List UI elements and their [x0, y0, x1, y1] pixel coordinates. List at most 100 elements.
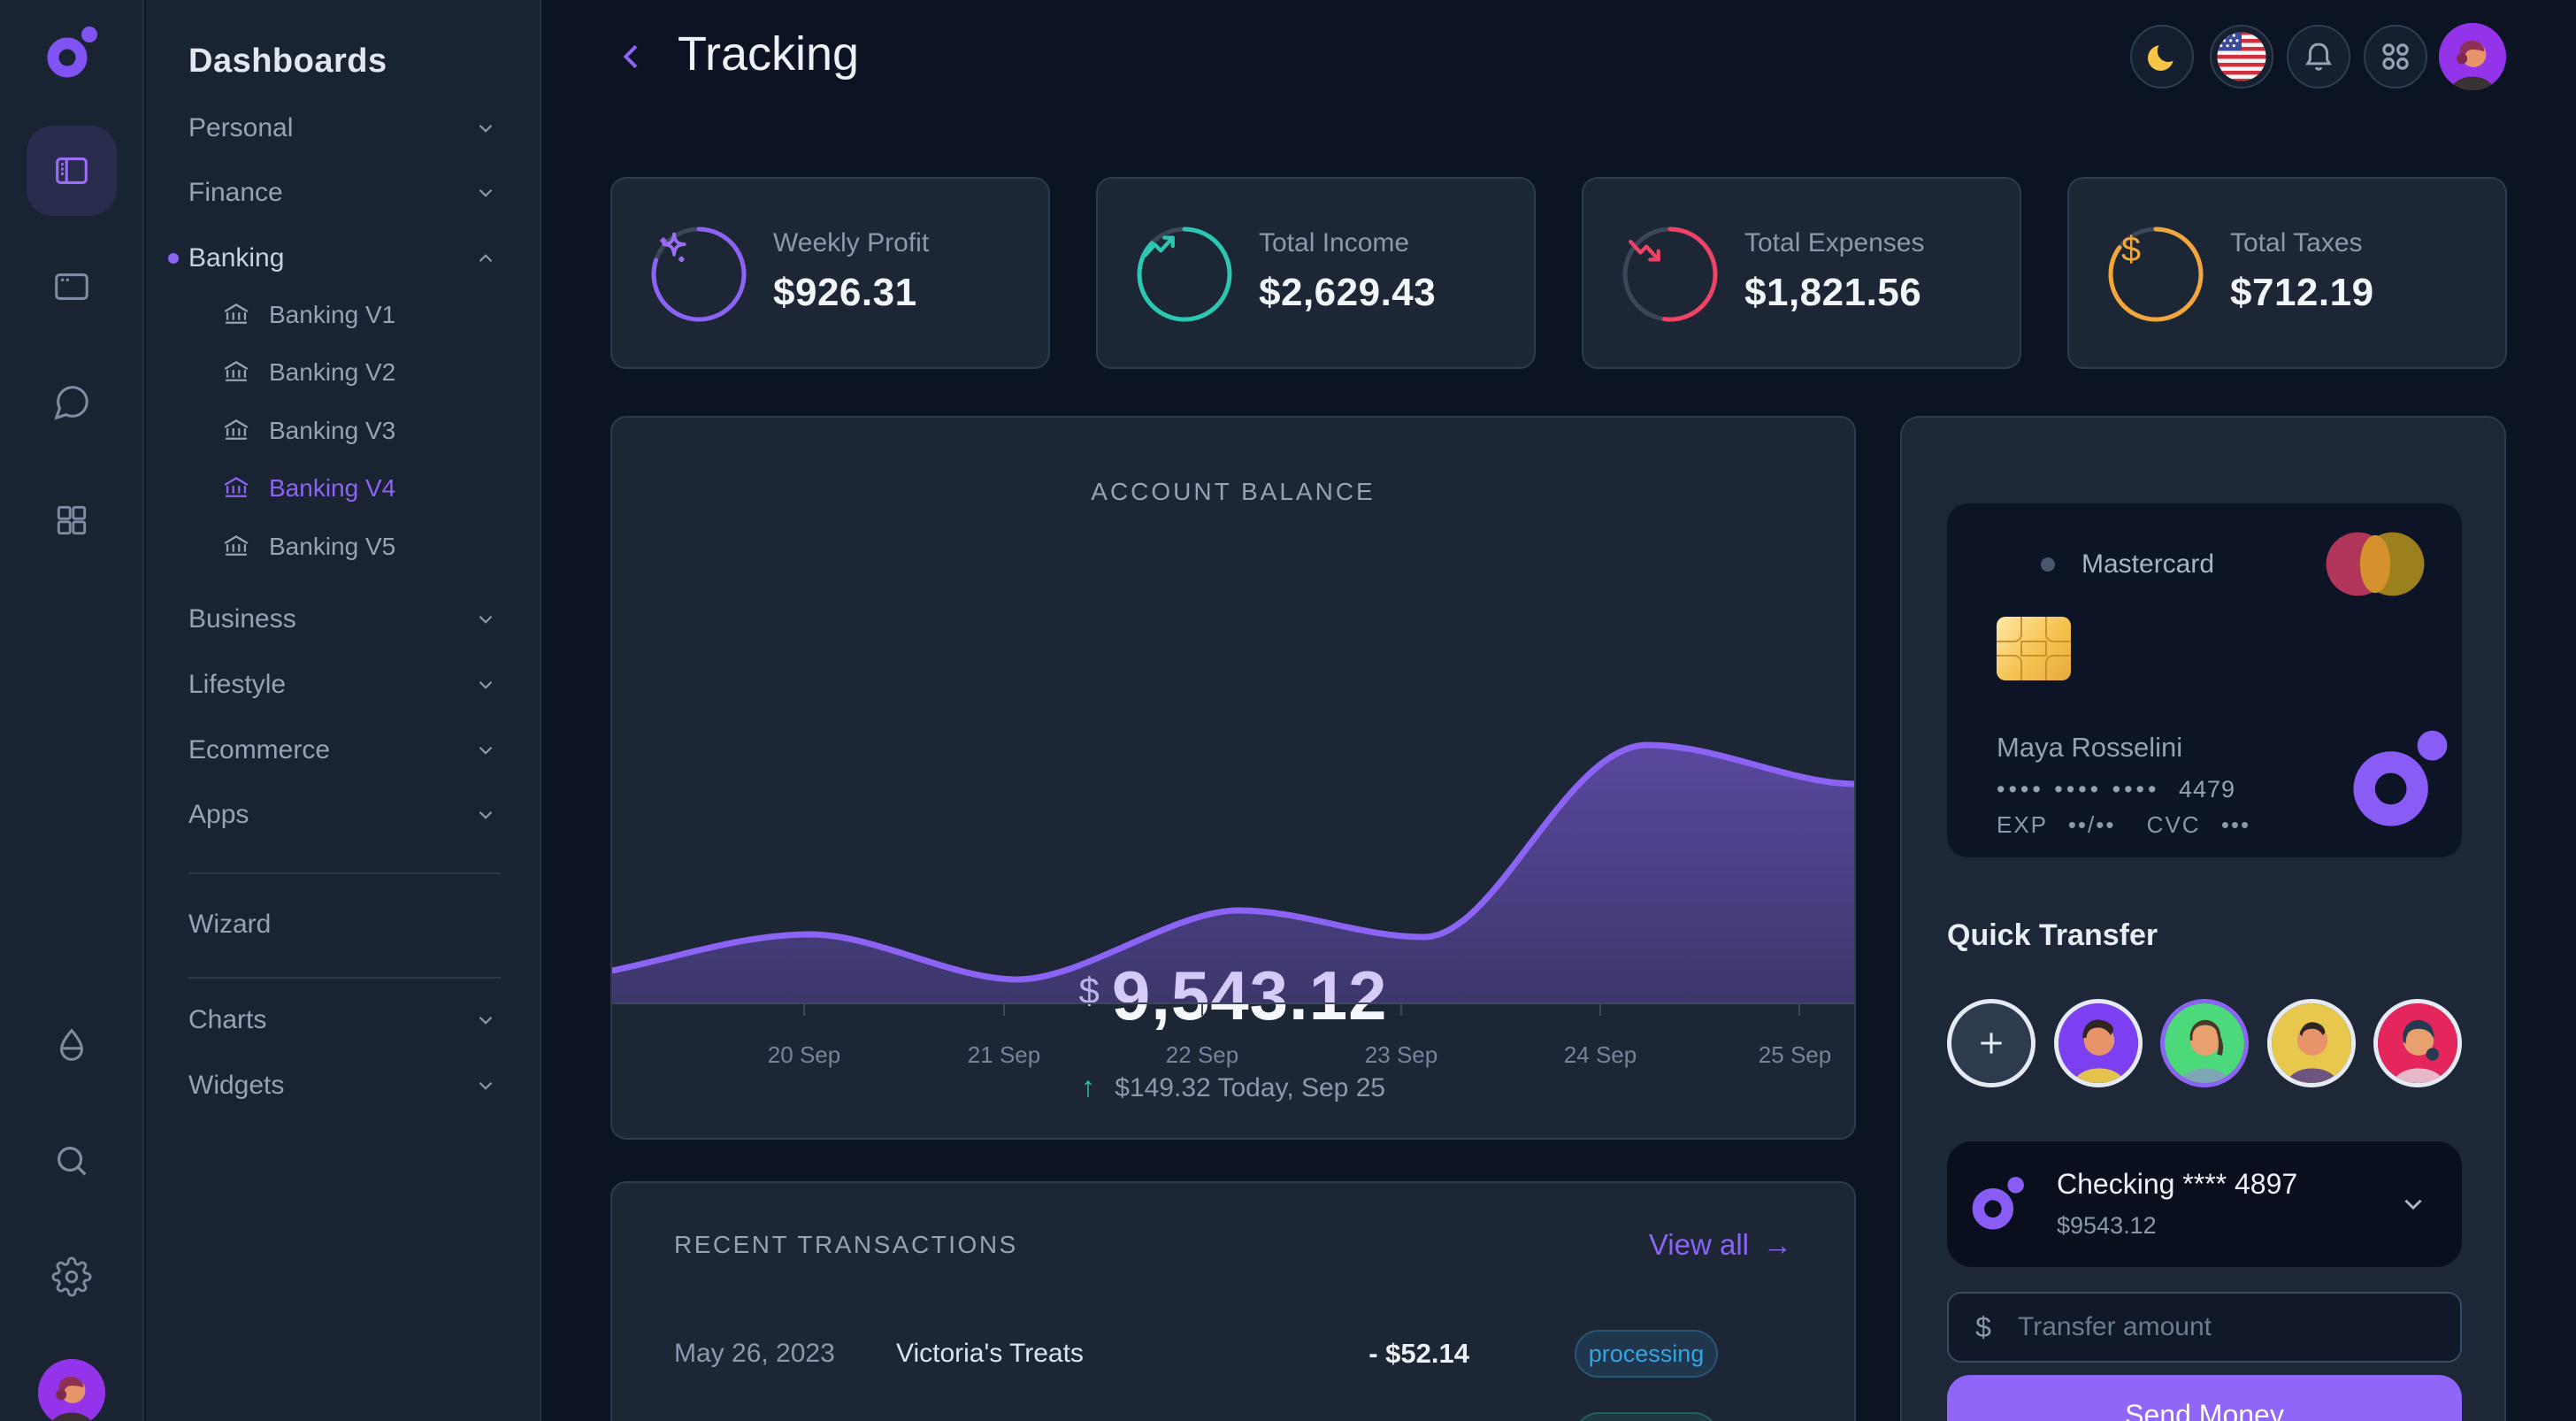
app-logo[interactable]: [43, 25, 100, 81]
stat-value: $926.31: [773, 271, 917, 314]
stat-label: Total Expenses: [1744, 228, 1925, 257]
contact-avatar[interactable]: [2266, 999, 2356, 1087]
avatar-illustration: [2439, 23, 2506, 90]
theme-toggle-button[interactable]: [2130, 25, 2194, 88]
card-last4: 4479: [2178, 776, 2236, 803]
sidebar: Dashboards Personal Finance Banking Bank…: [146, 0, 541, 1421]
sidebar-item-personal[interactable]: Personal: [188, 102, 508, 155]
section-title: ACCOUNT BALANCE: [1091, 478, 1376, 505]
chat-button[interactable]: [43, 374, 100, 431]
contact-avatar-selected[interactable]: [2160, 999, 2249, 1087]
window-icon: [54, 273, 88, 300]
sidebar-item-lifestyle[interactable]: Lifestyle: [188, 658, 508, 711]
avatar-illustration: [38, 1359, 105, 1421]
avatar-illustration: [2378, 1003, 2457, 1083]
wallet-panel: Mastercard Maya Rosselini •••• •••• ••••…: [1900, 416, 2506, 1421]
back-button[interactable]: [607, 32, 656, 81]
bank-icon: [224, 477, 249, 497]
sidebar-divider: [188, 977, 501, 979]
avatar-illustration: [2271, 1003, 2351, 1083]
droplet-icon: [59, 1028, 83, 1061]
search-button[interactable]: [43, 1133, 100, 1189]
plus-icon: [1981, 1033, 2002, 1054]
status-badge: processing: [1575, 1330, 1718, 1378]
gear-icon: [50, 1256, 92, 1297]
stat-card-total-income: Total Income $2,629.43: [1096, 177, 1536, 369]
sidebar-item-wizard[interactable]: Wizard: [188, 910, 272, 939]
sidebar-item-banking-v2[interactable]: Banking V2: [221, 347, 508, 398]
sidebar-item-banking-v5[interactable]: Banking V5: [221, 521, 508, 572]
apps-grid-icon: [2382, 43, 2409, 70]
card-exp-cvc: EXP ••/•• CVC •••: [1997, 811, 2251, 838]
sidebar-item-banking-v4[interactable]: Banking V4: [221, 463, 508, 514]
sidebar-item-ecommerce[interactable]: Ecommerce: [188, 724, 508, 777]
dollar-icon: $: [1975, 1310, 1991, 1343]
sidebar-item-business[interactable]: Business: [188, 593, 508, 646]
grid-icon: [57, 505, 86, 535]
x-tick-label: 22 Sep: [1165, 1041, 1239, 1068]
mastercard-logo-icon: [2326, 532, 2425, 596]
icon-rail: [0, 0, 144, 1421]
apps-menu-button[interactable]: [2364, 25, 2427, 88]
sidebar-item-banking-v1[interactable]: Banking V1: [221, 289, 508, 341]
notifications-button[interactable]: [2287, 25, 2350, 88]
emv-chip-icon: [1997, 617, 2071, 680]
card-network: Mastercard: [2082, 549, 2215, 579]
add-contact-button[interactable]: [1947, 999, 2036, 1087]
sidebar-layout-button[interactable]: [27, 126, 117, 216]
bank-icon: [224, 361, 249, 381]
account-selector[interactable]: Checking **** 4897 $9543.12: [1947, 1141, 2462, 1267]
x-tick-label: 20 Sep: [767, 1041, 841, 1068]
quick-transfer-title: Quick Transfer: [1947, 918, 2158, 952]
settings-button[interactable]: [43, 1248, 100, 1305]
header-user-avatar[interactable]: [2439, 23, 2506, 90]
avatar-illustration: [2165, 1003, 2244, 1083]
x-tick-label: 21 Sep: [967, 1041, 1041, 1068]
stat-card-total-expenses: Total Expenses $1,821.56: [1582, 177, 2021, 369]
progress-ring: [2108, 227, 2204, 322]
transfer-amount-input[interactable]: [2018, 1312, 2460, 1342]
grid-button[interactable]: [43, 492, 100, 549]
theme-droplet-button[interactable]: [43, 1017, 100, 1073]
us-flag-icon: [2217, 32, 2266, 81]
sidebar-item-banking[interactable]: Banking: [168, 232, 508, 285]
active-section-dot: [168, 253, 179, 264]
send-money-button[interactable]: Send Money: [1947, 1375, 2462, 1421]
bank-icon: [224, 303, 249, 324]
sidebar-divider: [188, 872, 501, 874]
view-all-link[interactable]: View all →: [1648, 1228, 1792, 1261]
language-button[interactable]: [2210, 25, 2273, 88]
contact-avatar[interactable]: [2053, 999, 2143, 1087]
avatar-illustration: [2058, 1003, 2138, 1083]
dollar-icon: $: [2121, 230, 2141, 269]
progress-ring: [651, 227, 747, 322]
rail-user-avatar[interactable]: [38, 1359, 105, 1421]
balance-area-chart: [612, 741, 1854, 1016]
credit-card: Mastercard Maya Rosselini •••• •••• ••••…: [1947, 503, 2462, 857]
stat-label: Total Income: [1259, 228, 1410, 257]
axis-ticks: [803, 1003, 1800, 1016]
bank-icon: [224, 535, 249, 556]
recent-transactions-card: RECENT TRANSACTIONS View all → May 26, 2…: [610, 1181, 1856, 1421]
transaction-row[interactable]: May 25, 2023 Mason Spiced LLC - $492.47 …: [674, 1409, 1801, 1421]
chevron-down-icon: [479, 124, 493, 133]
card-holder-name: Maya Rosselini: [1997, 732, 2183, 763]
account-name: Checking **** 4897: [2057, 1168, 2298, 1200]
balance-delta: ↑ $149.32 Today, Sep 25: [1080, 1071, 1386, 1102]
progress-ring: [1137, 227, 1232, 322]
sparkle-icon: [660, 232, 686, 262]
quick-transfer-contacts: [1947, 999, 2462, 1087]
sidebar-item-finance[interactable]: Finance: [188, 166, 508, 219]
chevron-down-icon: [479, 1081, 493, 1090]
sidebar-item-banking-v3[interactable]: Banking V3: [221, 405, 508, 457]
sidebar-item-charts[interactable]: Charts: [188, 994, 508, 1047]
transaction-row[interactable]: May 26, 2023 Victoria's Treats - $52.14 …: [674, 1326, 1801, 1381]
window-button[interactable]: [43, 258, 100, 315]
x-tick-label: 23 Sep: [1364, 1041, 1438, 1068]
sidebar-item-widgets[interactable]: Widgets: [188, 1059, 508, 1112]
chevron-down-icon: [2404, 1199, 2422, 1210]
search-icon: [57, 1146, 86, 1176]
sidebar-item-apps[interactable]: Apps: [188, 788, 508, 841]
stat-value: $712.19: [2230, 271, 2374, 314]
contact-avatar[interactable]: [2373, 999, 2462, 1087]
